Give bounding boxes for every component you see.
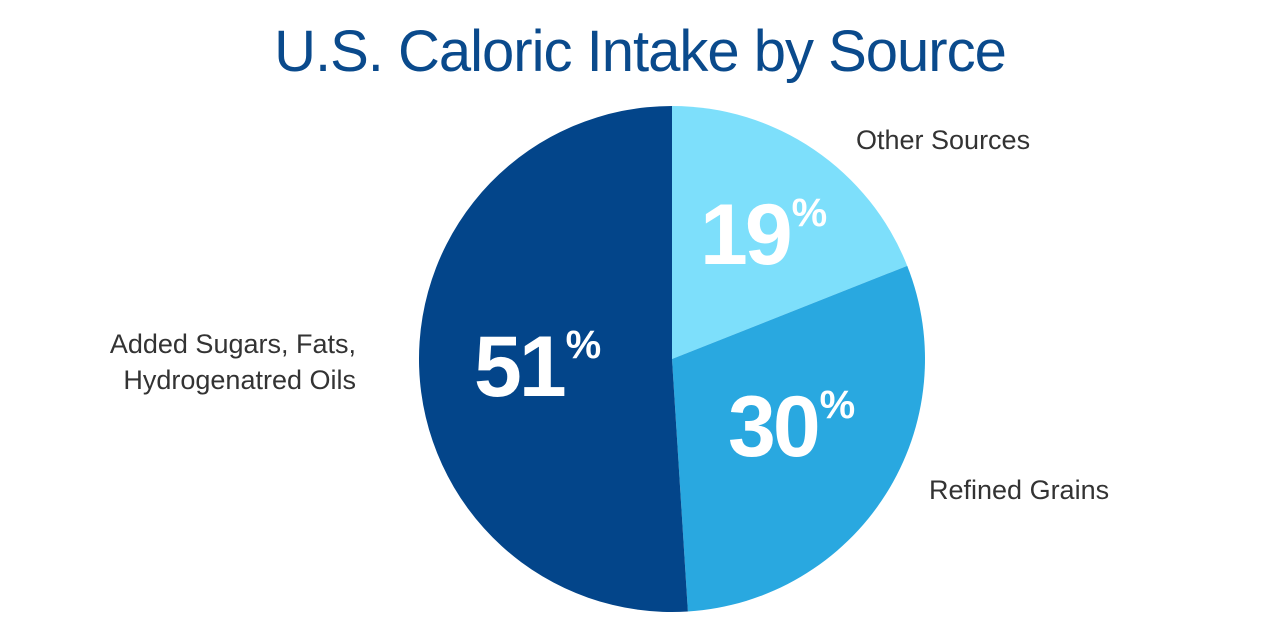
slice-value-added-sugars: 51% (474, 318, 601, 417)
pie-slice-other-sources (672, 106, 908, 359)
slice-value-number: 19 (700, 187, 793, 283)
slice-value-other-sources: 19% (700, 186, 827, 285)
pie-slice-added-sugars (418, 106, 688, 612)
slice-label-refined-grains: Refined Grains (929, 475, 1110, 505)
percent-sign: % (791, 191, 828, 235)
slice-label-line-1: Added Sugars, Fats, (109, 329, 356, 359)
slice-label-line-2: Hydrogenatred Oils (123, 365, 356, 395)
slice-value-number: 30 (728, 379, 821, 475)
slice-label-added-sugars: Added Sugars, Fats, Hydrogenatred Oils (0, 326, 356, 398)
chart-title: U.S. Caloric Intake by Source (274, 19, 1007, 84)
slice-value-refined-grains: 30% (728, 378, 855, 477)
slice-value-number: 51 (474, 319, 567, 415)
percent-sign: % (565, 323, 602, 367)
slice-label-other-sources: Other Sources (856, 125, 1031, 155)
pie-slice-refined-grains (672, 265, 925, 612)
percent-sign: % (819, 383, 856, 427)
